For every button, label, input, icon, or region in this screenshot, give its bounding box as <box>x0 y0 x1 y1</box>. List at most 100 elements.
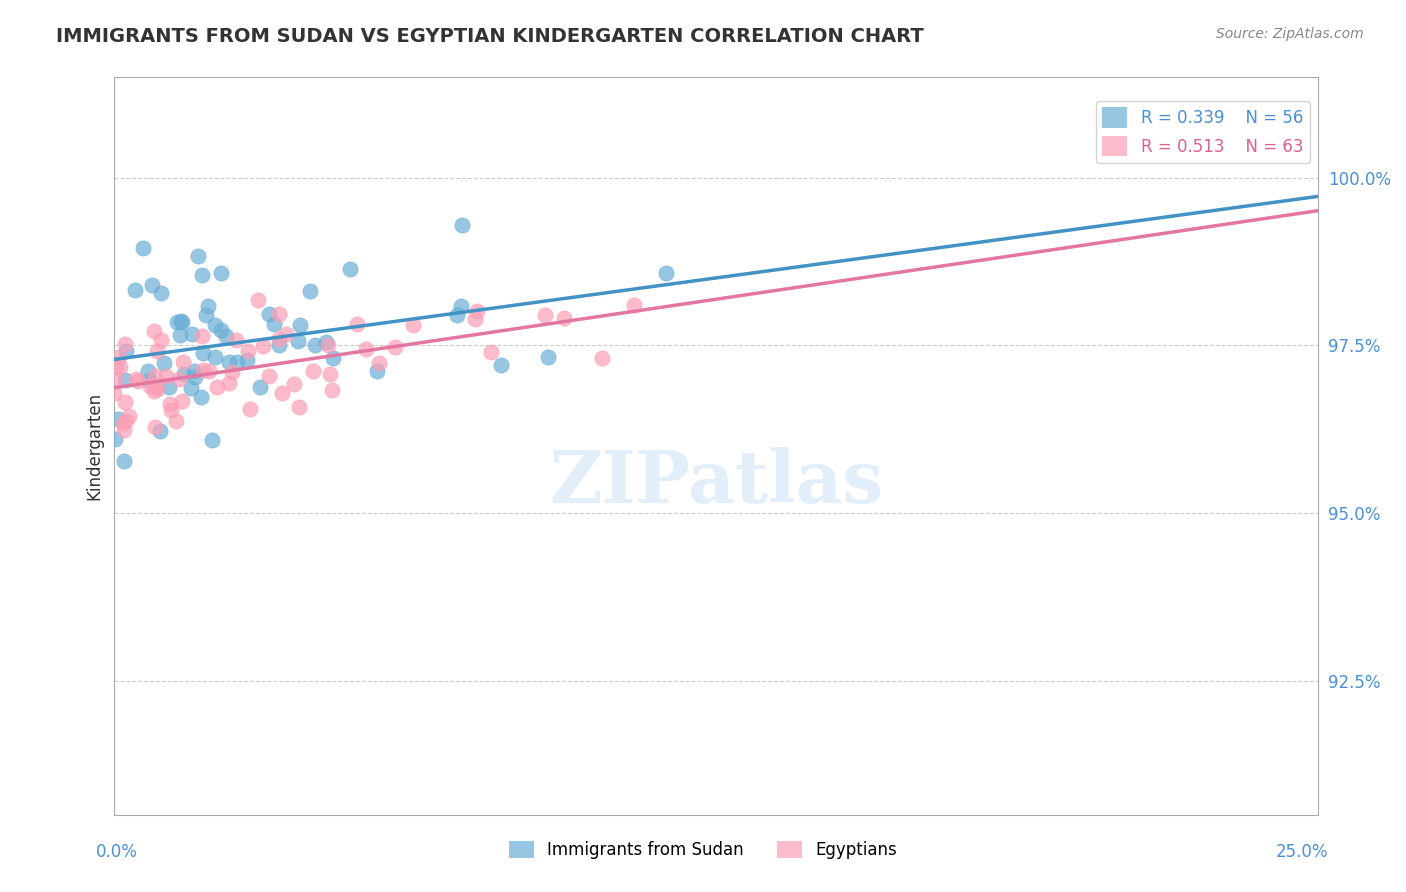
Point <box>267 332 290 346</box>
Point <box>316 338 339 352</box>
Point <box>201 434 224 448</box>
Point <box>252 339 274 353</box>
Point <box>169 327 191 342</box>
Point <box>339 261 361 276</box>
Point <box>191 363 214 377</box>
Point <box>536 350 558 364</box>
Point <box>322 351 344 365</box>
Point <box>170 314 193 328</box>
Point <box>108 360 131 375</box>
Point <box>143 420 166 434</box>
Point <box>263 317 285 331</box>
Point <box>165 414 187 428</box>
Point <box>197 299 219 313</box>
Point <box>198 364 221 378</box>
Point <box>591 351 613 365</box>
Point <box>533 308 555 322</box>
Point <box>211 266 233 280</box>
Point <box>276 326 298 341</box>
Point <box>623 298 645 312</box>
Point <box>301 364 323 378</box>
Point <box>157 380 180 394</box>
Point <box>288 318 311 332</box>
Point <box>366 364 388 378</box>
Text: 25.0%: 25.0% <box>1277 843 1329 861</box>
Point <box>112 423 135 437</box>
Point <box>103 386 125 401</box>
Point <box>146 382 169 396</box>
Point <box>132 241 155 255</box>
Point <box>150 333 173 347</box>
Point <box>267 307 290 321</box>
Point <box>124 283 146 297</box>
Point <box>321 383 343 397</box>
Point <box>136 363 159 377</box>
Point <box>152 356 174 370</box>
Point <box>257 369 280 384</box>
Point <box>446 308 468 322</box>
Point <box>402 318 425 332</box>
Point <box>190 390 212 404</box>
Point <box>239 402 262 417</box>
Point <box>187 250 209 264</box>
Point <box>190 329 212 343</box>
Point <box>166 315 188 329</box>
Point <box>104 432 127 446</box>
Point <box>346 317 368 331</box>
Point <box>125 372 148 386</box>
Point <box>193 345 215 359</box>
Point <box>160 403 183 417</box>
Point <box>287 334 309 348</box>
Point <box>479 344 502 359</box>
Point <box>298 285 321 299</box>
Point <box>141 277 163 292</box>
Point <box>172 355 194 369</box>
Point <box>204 318 226 332</box>
Point <box>112 454 135 468</box>
Point <box>226 355 249 369</box>
Point <box>142 324 165 338</box>
Point <box>238 343 260 358</box>
Point <box>167 372 190 386</box>
Point <box>221 365 243 379</box>
Point <box>183 364 205 378</box>
Point <box>180 381 202 395</box>
Point <box>354 342 377 356</box>
Point <box>204 350 226 364</box>
Point <box>155 369 177 384</box>
Point <box>553 311 575 326</box>
Point <box>249 379 271 393</box>
Point <box>267 338 290 352</box>
Point <box>150 286 173 301</box>
Point <box>489 358 512 372</box>
Point <box>118 409 141 423</box>
Point <box>142 384 165 398</box>
Point <box>654 267 676 281</box>
Point <box>145 378 167 392</box>
Point <box>450 219 472 233</box>
Text: IMMIGRANTS FROM SUDAN VS EGYPTIAN KINDERGARTEN CORRELATION CHART: IMMIGRANTS FROM SUDAN VS EGYPTIAN KINDER… <box>56 27 924 45</box>
Text: ZIPatlas: ZIPatlas <box>550 448 883 518</box>
Point <box>304 338 326 352</box>
Point <box>183 370 205 384</box>
Point <box>207 380 229 394</box>
Point <box>215 328 238 343</box>
Point <box>104 373 127 387</box>
Point <box>218 355 240 369</box>
Point <box>114 373 136 387</box>
Point <box>190 268 212 282</box>
Point <box>283 377 305 392</box>
Point <box>384 340 406 354</box>
Point <box>107 411 129 425</box>
Point <box>114 337 136 351</box>
Point <box>257 307 280 321</box>
Point <box>108 350 131 364</box>
Point <box>225 333 247 347</box>
Legend: R = 0.339    N = 56, R = 0.513    N = 63: R = 0.339 N = 56, R = 0.513 N = 63 <box>1095 101 1310 163</box>
Point <box>180 327 202 342</box>
Point <box>288 401 311 415</box>
Point <box>115 343 138 358</box>
Point <box>315 335 337 350</box>
Point <box>170 394 193 409</box>
Point <box>209 323 232 337</box>
